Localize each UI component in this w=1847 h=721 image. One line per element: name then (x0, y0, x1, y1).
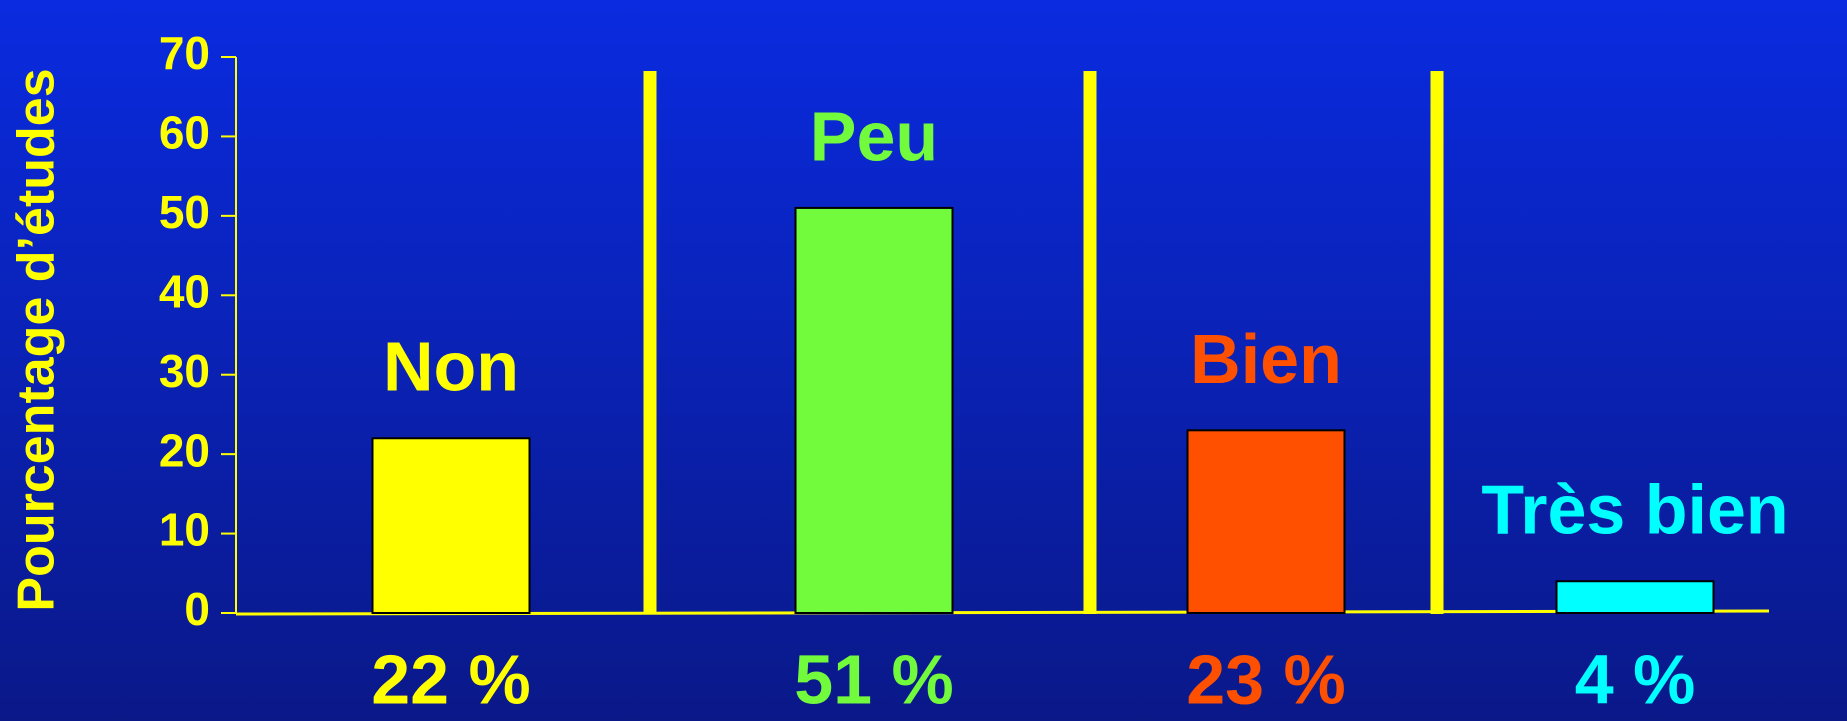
category-label: Bien (1190, 320, 1342, 398)
y-tick-label: 70 (159, 27, 210, 79)
bar (794, 206, 954, 615)
category-label: Non (383, 328, 519, 406)
value-label: 22 % (371, 640, 531, 718)
y-tick-label: 0 (184, 583, 210, 635)
y-tick-label: 20 (159, 424, 210, 476)
value-label: 51 % (794, 640, 954, 718)
y-tick-label: 40 (159, 265, 210, 317)
y-tick-label: 50 (159, 186, 210, 238)
value-label: 4 % (1575, 640, 1696, 718)
y-tick-label: 10 (159, 504, 210, 556)
y-tick-label: 60 (159, 107, 210, 159)
y-tick-label: 30 (159, 345, 210, 397)
bar (1555, 580, 1715, 615)
y-axis-label: Pourcentage d’études (8, 68, 66, 611)
category-label: Très bien (1481, 471, 1788, 549)
value-label: 23 % (1186, 640, 1346, 718)
bar (1186, 429, 1346, 615)
category-label: Peu (810, 97, 938, 175)
bar (371, 437, 531, 614)
